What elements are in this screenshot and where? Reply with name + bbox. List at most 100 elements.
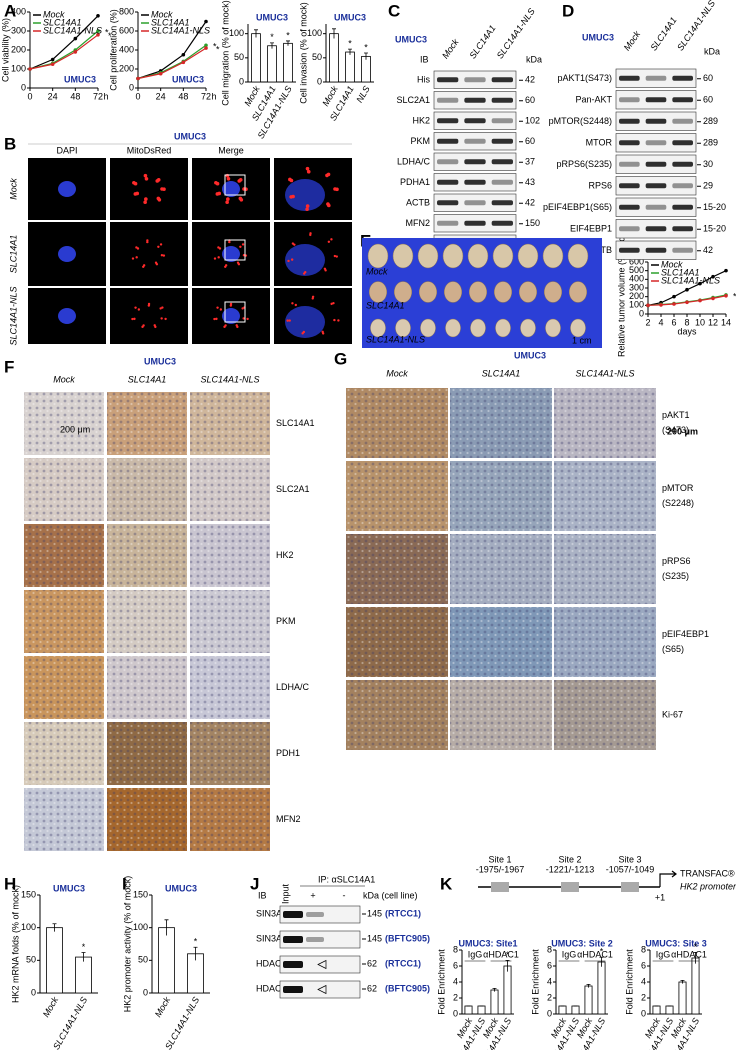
error-bar xyxy=(193,946,198,961)
database-label: TRANSFAC® xyxy=(680,868,735,878)
tumor xyxy=(367,243,389,269)
chart-title: UMUC3 xyxy=(53,883,85,893)
point xyxy=(711,274,715,279)
band xyxy=(306,912,324,917)
y-tick-label: 0 xyxy=(547,1008,552,1018)
band xyxy=(283,936,303,943)
bar xyxy=(329,33,339,83)
mito xyxy=(301,332,304,335)
x-tick-label: 14 xyxy=(721,317,731,327)
ihc-texture xyxy=(190,458,270,521)
ihc-texture xyxy=(107,656,187,719)
y-tick-label: 2 xyxy=(453,992,458,1002)
lane-label: Mock xyxy=(440,37,461,61)
band xyxy=(619,140,640,146)
legend-label: Mock xyxy=(661,259,683,269)
cell-line-label: (BFTC905) xyxy=(385,933,430,943)
marker-label: (S2248) xyxy=(662,498,694,508)
mito xyxy=(217,246,220,249)
point xyxy=(698,281,702,286)
significance: * xyxy=(506,950,510,960)
mito xyxy=(239,197,244,202)
column-label: SLC14A1-NLS xyxy=(575,368,634,378)
blot-label: HDAC1 xyxy=(256,983,287,993)
mito xyxy=(213,317,216,321)
blot-strip xyxy=(433,132,517,151)
kda-label: 42 xyxy=(525,198,535,208)
legend-label: Mock xyxy=(43,9,65,19)
bar xyxy=(464,1005,473,1015)
bar xyxy=(158,927,175,994)
ihc-texture xyxy=(24,656,104,719)
mito xyxy=(288,177,292,182)
kda-label: 62 xyxy=(367,983,377,993)
x-tick-label: 0 xyxy=(135,91,140,101)
ihc-texture xyxy=(450,680,552,750)
ihc-texture xyxy=(24,722,104,785)
nucleus-zoom xyxy=(285,244,325,276)
blot-strip xyxy=(615,197,697,217)
mito xyxy=(219,308,223,311)
y-tick-label: 50 xyxy=(26,955,36,965)
y-axis-label: HK2 promoter activity (% of mock) xyxy=(122,876,132,1013)
panel-title: UMUC3 xyxy=(174,131,206,141)
band xyxy=(437,97,459,103)
group-label: IgG xyxy=(656,949,671,959)
point xyxy=(646,303,650,308)
tumor xyxy=(443,281,463,303)
y-tick-label: 0 xyxy=(21,82,26,92)
blot-label: pEIF4EBP1(S65) xyxy=(543,202,612,212)
band xyxy=(645,75,667,81)
nucleus xyxy=(58,246,76,262)
y-tick-label: 300 xyxy=(629,282,644,292)
blot-label: pMTOR(S2448) xyxy=(549,116,612,126)
kda-label: 60 xyxy=(525,136,535,146)
kda-label: 15-20 xyxy=(703,224,726,234)
nucleus xyxy=(222,308,240,324)
mito xyxy=(286,319,289,322)
mito xyxy=(156,178,161,182)
point xyxy=(711,296,715,301)
mito xyxy=(143,173,148,178)
y-tick-label: 0 xyxy=(641,1008,646,1018)
ihc-texture xyxy=(450,607,552,677)
mito xyxy=(305,207,309,212)
nucleus xyxy=(222,246,240,262)
y-axis-label: Fold Enrichment xyxy=(624,949,634,1015)
mito xyxy=(162,187,166,192)
blot-label: PKM xyxy=(410,136,430,146)
ihc-texture xyxy=(190,590,270,653)
band xyxy=(437,118,459,124)
significance: * xyxy=(194,937,198,947)
panel-letter: C xyxy=(388,1,400,20)
mito xyxy=(305,204,310,208)
tumor xyxy=(543,281,563,303)
site-box xyxy=(491,882,509,892)
band xyxy=(619,161,640,167)
ihc-texture xyxy=(24,590,104,653)
panel-letter: A xyxy=(4,1,16,20)
tumor xyxy=(467,243,489,269)
tumor xyxy=(393,281,413,303)
point xyxy=(204,19,208,24)
mito xyxy=(333,254,337,258)
band xyxy=(464,220,486,226)
site-name: Site 2 xyxy=(558,854,581,864)
mito xyxy=(226,197,230,201)
kda-label: 60 xyxy=(703,95,713,105)
mito xyxy=(326,172,331,177)
zoom-box xyxy=(224,174,246,196)
row-label: SLC14A1-NLS xyxy=(8,286,18,345)
y-axis-label: Cell invasion (% of mock) xyxy=(298,2,308,104)
error-bar xyxy=(52,923,57,932)
site-box xyxy=(621,882,639,892)
ihc-texture xyxy=(107,392,187,455)
mito xyxy=(213,257,217,260)
band xyxy=(491,97,513,103)
ib-label: IB xyxy=(258,890,267,900)
point xyxy=(73,36,78,41)
band xyxy=(491,200,513,206)
row-label: SLC14A1 xyxy=(8,235,18,274)
bar xyxy=(678,981,687,1015)
band xyxy=(283,961,303,968)
